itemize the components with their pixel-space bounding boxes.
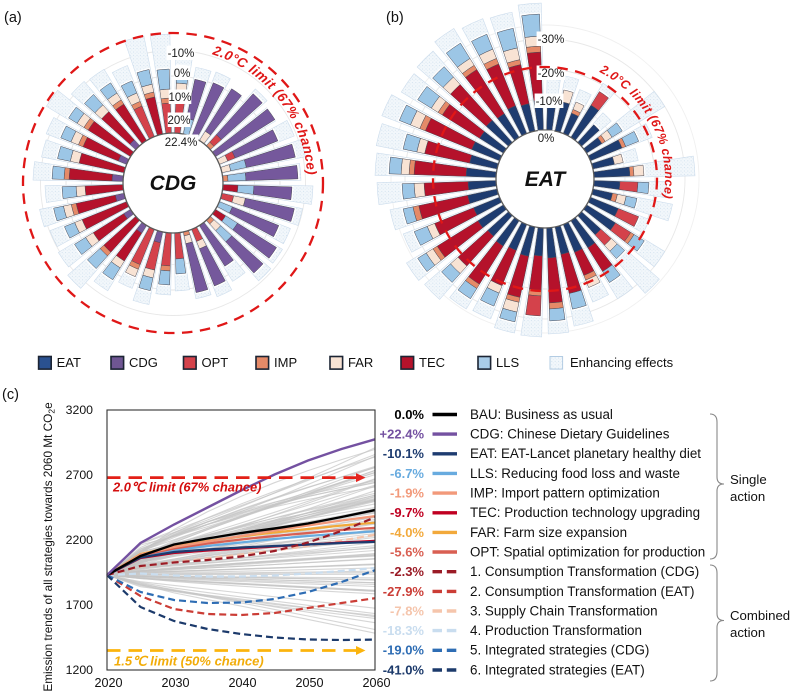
- svg-text:Emission trends of all strateg: Emission trends of all strategies toward…: [41, 402, 57, 692]
- svg-text:IMP: IMP: [274, 355, 297, 370]
- svg-text:FAR: FAR: [348, 355, 373, 370]
- svg-text:-19.0%: -19.0%: [383, 643, 425, 658]
- svg-text:2200: 2200: [66, 533, 94, 547]
- svg-text:2030: 2030: [161, 676, 189, 690]
- svg-text:Single: Single: [730, 472, 767, 487]
- svg-text:+22.4%: +22.4%: [380, 427, 425, 442]
- svg-text:-30%: -30%: [538, 34, 565, 46]
- svg-text:OPT: Spatial optimization for: OPT: Spatial optimization for production: [470, 544, 705, 559]
- svg-text:Enhancing effects: Enhancing effects: [570, 355, 674, 370]
- svg-text:LLS: LLS: [496, 355, 519, 370]
- svg-text:(b): (b): [386, 10, 404, 26]
- svg-text:2060: 2060: [362, 676, 390, 690]
- svg-text:IMP: Import pattern optimizati: IMP: Import pattern optimization: [470, 486, 660, 501]
- svg-text:0%: 0%: [538, 133, 555, 145]
- svg-text:20%: 20%: [167, 115, 190, 127]
- svg-text:-5.6%: -5.6%: [390, 544, 424, 559]
- svg-text:-41.0%: -41.0%: [383, 662, 425, 677]
- svg-text:-4.0%: -4.0%: [390, 525, 424, 540]
- svg-text:1200: 1200: [66, 663, 94, 677]
- svg-text:1.5℃ limit (50% chance): 1.5℃ limit (50% chance): [114, 654, 264, 669]
- svg-text:2.0℃ limit (67% chance): 2.0℃ limit (67% chance): [112, 480, 261, 495]
- svg-text:BAU: Business as usual: BAU: Business as usual: [470, 407, 613, 422]
- svg-text:-10%: -10%: [168, 48, 195, 60]
- svg-text:-20%: -20%: [538, 68, 565, 80]
- svg-text:-9.7%: -9.7%: [390, 505, 424, 520]
- svg-text:0.0%: 0.0%: [394, 407, 424, 422]
- svg-text:TEC: Production technology upg: TEC: Production technology upgrading: [470, 505, 700, 520]
- svg-text:EAT: EAT-Lancet planetary heal: EAT: EAT-Lancet planetary healthy diet: [470, 446, 701, 461]
- svg-text:-18.3%: -18.3%: [383, 623, 425, 638]
- svg-text:10%: 10%: [168, 92, 191, 104]
- svg-text:2040: 2040: [228, 676, 256, 690]
- svg-text:-10.1%: -10.1%: [383, 446, 425, 461]
- svg-text:4. Production Transformation: 4. Production Transformation: [470, 623, 642, 638]
- svg-text:OPT: OPT: [202, 355, 229, 370]
- svg-text:(c): (c): [2, 387, 19, 403]
- svg-text:0%: 0%: [174, 68, 191, 80]
- svg-text:2. Consumption Transformation: 2. Consumption Transformation (EAT): [470, 584, 695, 599]
- svg-text:action: action: [730, 489, 765, 504]
- svg-text:2050: 2050: [295, 676, 323, 690]
- svg-text:-1.9%: -1.9%: [390, 486, 424, 501]
- svg-text:2700: 2700: [66, 468, 94, 482]
- svg-text:22.4%: 22.4%: [165, 137, 198, 149]
- svg-text:3. Supply Chain Transformation: 3. Supply Chain Transformation: [470, 603, 658, 618]
- svg-text:-7.8%: -7.8%: [390, 603, 424, 618]
- svg-text:1. Consumption Transformation: 1. Consumption Transformation (CDG): [470, 564, 699, 579]
- svg-text:CDG: CDG: [150, 172, 197, 195]
- svg-text:(a): (a): [4, 10, 22, 26]
- svg-text:EAT: EAT: [57, 355, 81, 370]
- svg-text:Combined: Combined: [730, 608, 790, 623]
- svg-text:3200: 3200: [66, 403, 94, 417]
- svg-text:2020: 2020: [94, 676, 122, 690]
- svg-text:6. Integrated strategies (EAT): 6. Integrated strategies (EAT): [470, 662, 645, 677]
- svg-text:-27.9%: -27.9%: [383, 584, 425, 599]
- svg-text:action: action: [730, 625, 765, 640]
- svg-text:5. Integrated strategies (CDG): 5. Integrated strategies (CDG): [470, 643, 649, 658]
- svg-text:CDG: CDG: [129, 355, 158, 370]
- svg-text:-2.3%: -2.3%: [390, 564, 424, 579]
- svg-text:CDG: Chinese Dietary Guideline: CDG: Chinese Dietary Guidelines: [470, 427, 670, 442]
- svg-text:LLS: Reducing food loss and wa: LLS: Reducing food loss and waste: [470, 466, 680, 481]
- svg-text:1700: 1700: [66, 598, 94, 612]
- svg-text:FAR: Farm size expansion: FAR: Farm size expansion: [470, 525, 627, 540]
- svg-text:EAT: EAT: [525, 168, 568, 191]
- svg-text:-6.7%: -6.7%: [390, 466, 424, 481]
- svg-text:-10%: -10%: [536, 96, 563, 108]
- svg-text:TEC: TEC: [419, 355, 445, 370]
